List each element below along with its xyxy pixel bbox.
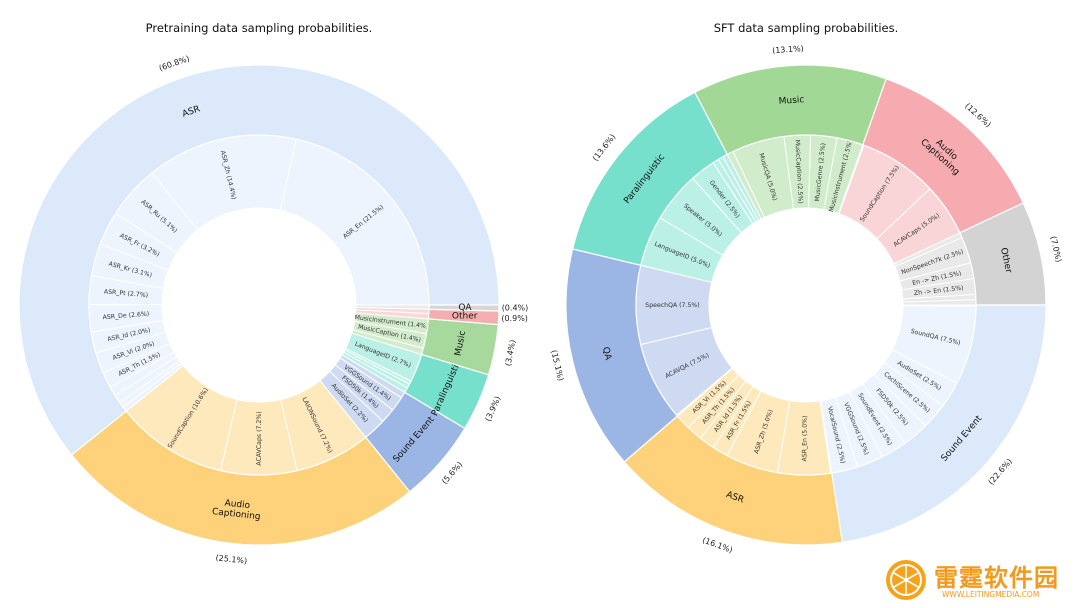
inner-label-speechqa: SpeechQA (7.5%) [645, 302, 699, 309]
outer-segment-sound-event [831, 304, 1047, 543]
outer-segment-asr [18, 64, 500, 456]
outer-label-music: Music [778, 95, 804, 107]
sft-sunburst: SFT data sampling probabilities.Zh -> En… [549, 21, 1063, 555]
pct-label-qa: (15.1%) [549, 349, 565, 382]
outer-label-qa: QA [600, 346, 613, 362]
pct-label-music: (13.1%) [772, 44, 804, 55]
pct-label-paralinguistic: (13.6%) [591, 132, 618, 162]
chart-title: Pretraining data sampling probabilities. [146, 21, 373, 35]
pct-label-audio-captioning: (25.1%) [215, 553, 247, 565]
orange-slice-logo-icon [886, 560, 926, 600]
chart-title: SFT data sampling probabilities. [714, 21, 899, 35]
pct-label-asr: (60.8%) [158, 54, 191, 73]
pct-label-other: (7.0%) [1049, 235, 1064, 263]
pct-label-qa: (0.4%) [502, 304, 529, 313]
pct-label-sound-event: (22.6%) [987, 457, 1014, 487]
inner-label-asr-pt: ASR_Pt (2.7%) [104, 288, 149, 299]
inner-label-asr-de: ASR_De (2.6%) [102, 311, 149, 322]
pct-label-music: (3.4%) [504, 339, 518, 367]
inner-segment-sound-event [902, 304, 977, 307]
pretraining-sunburst: Pretraining data sampling probabilities.… [18, 21, 529, 566]
pct-label-sound-event: (5.6%) [440, 460, 464, 486]
outer-segment-audio-captioning [70, 410, 411, 546]
inner-label-acavcaps: ACAVCaps (7.2%) [256, 411, 263, 465]
outer-label-qa: QA [458, 303, 472, 313]
pct-label-other: (0.9%) [501, 314, 528, 323]
pct-label-asr: (16.1%) [701, 536, 734, 555]
inner-label-musiccaption: MusicCaption (2.5%) [793, 140, 803, 204]
watermark-subtext: WWW.LEITINGMEDIA.COM [942, 590, 1040, 599]
outer-segment-qa [428, 304, 500, 312]
pct-label-audio-captioning: (12.6%) [963, 101, 993, 129]
pct-label-paralinguistic: (3.9%) [484, 395, 503, 423]
outer-label-other: Other [452, 311, 478, 321]
outer-label-music: Music [454, 330, 469, 357]
inner-label-asr-en: ASR_En (5.0%) [801, 416, 809, 462]
watermark-text: 雷霆软件园 [934, 564, 1059, 592]
watermark: 雷霆软件园 WWW.LEITINGMEDIA.COM [882, 556, 1078, 604]
